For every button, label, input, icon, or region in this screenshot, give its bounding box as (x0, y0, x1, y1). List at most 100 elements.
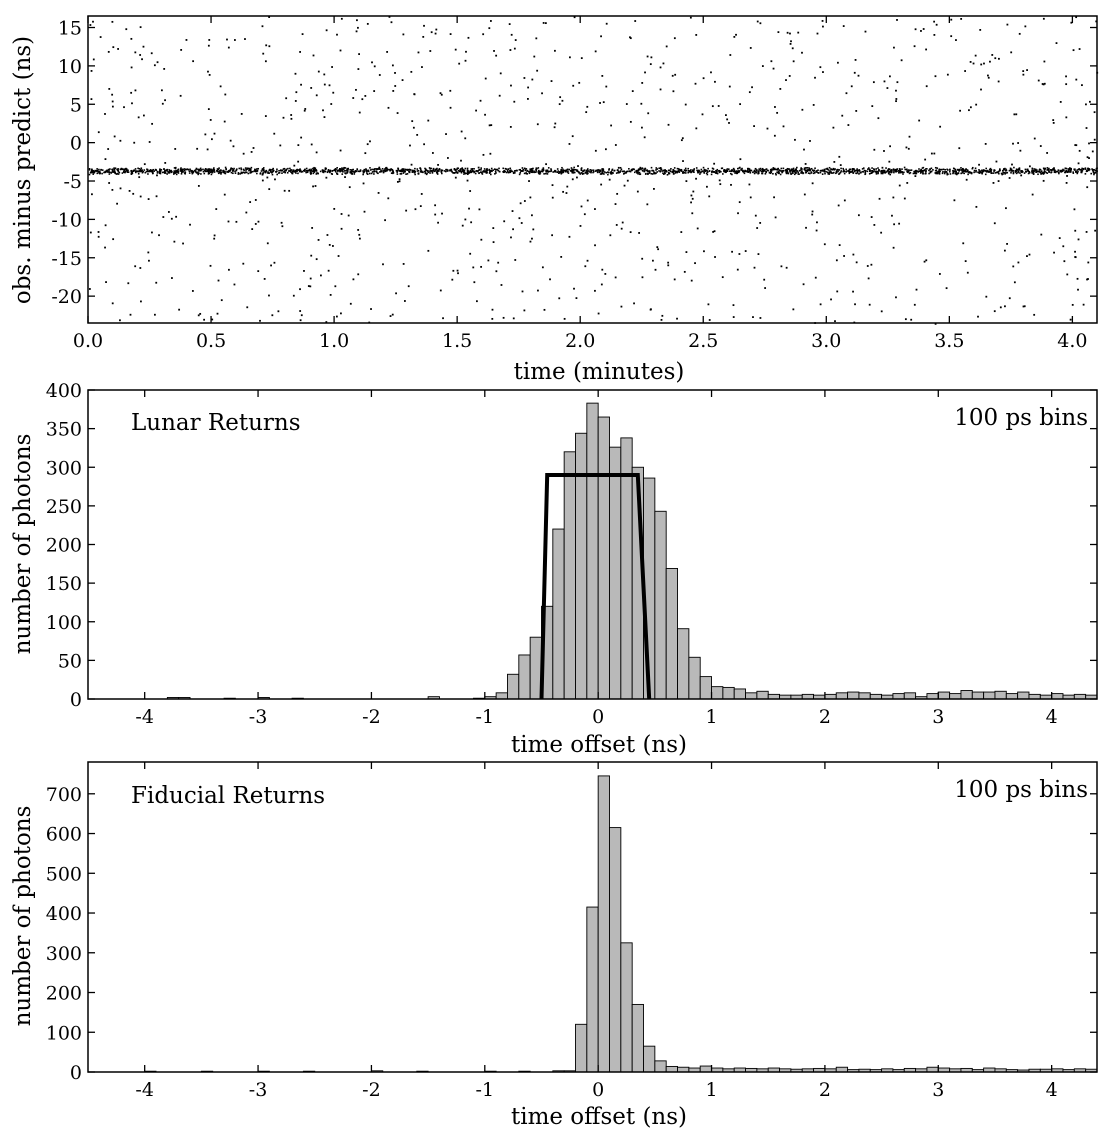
background-point (452, 269, 455, 272)
background-point (819, 303, 822, 306)
signal-point (295, 172, 297, 174)
background-point (301, 33, 304, 36)
background-point (620, 305, 623, 308)
fiducial-x-tick-label: -3 (249, 1079, 268, 1101)
signal-point (938, 169, 940, 171)
signal-point (687, 167, 690, 170)
signal-point (1057, 171, 1060, 174)
signal-point (855, 172, 857, 175)
signal-point (546, 173, 549, 175)
background-point (297, 160, 300, 163)
signal-point (139, 169, 142, 171)
signal-point (920, 168, 922, 171)
signal-point (478, 169, 480, 172)
signal-point (414, 171, 417, 173)
signal-point (156, 172, 159, 174)
signal-point (299, 169, 301, 171)
signal-point (482, 171, 484, 173)
signal-point (827, 169, 830, 171)
signal-point (198, 168, 201, 171)
signal-point (226, 171, 228, 173)
signal-point (888, 172, 890, 175)
signal-point (907, 170, 910, 173)
signal-point (341, 167, 343, 169)
background-point (143, 163, 146, 166)
signal-point (611, 168, 614, 171)
background-point (509, 126, 512, 128)
background-point (189, 223, 191, 226)
background-point (610, 124, 613, 127)
signal-point (269, 168, 271, 171)
background-point (759, 222, 762, 224)
signal-point (1077, 168, 1080, 171)
lunar-x-tick-label: 3 (932, 706, 944, 728)
signal-point (278, 169, 280, 172)
signal-point (243, 171, 245, 174)
background-point (405, 209, 408, 212)
background-point (156, 61, 159, 64)
signal-point (658, 167, 661, 170)
signal-point (498, 170, 501, 173)
background-point (689, 16, 692, 19)
signal-point (1034, 168, 1037, 171)
signal-point (199, 167, 202, 170)
background-point (529, 196, 532, 199)
signal-point (1094, 171, 1097, 174)
signal-point (742, 169, 744, 172)
signal-point (1093, 169, 1096, 171)
signal-point (291, 170, 294, 173)
background-point (413, 93, 416, 96)
signal-point (139, 170, 142, 172)
signal-point (177, 172, 180, 174)
signal-point (787, 172, 789, 174)
background-point (1024, 25, 1027, 28)
background-point (933, 34, 936, 36)
background-point (175, 215, 178, 218)
signal-point (373, 173, 375, 175)
background-point (442, 317, 444, 320)
signal-point (367, 170, 370, 173)
background-point (326, 234, 329, 236)
signal-point (934, 166, 937, 169)
signal-point (645, 172, 647, 175)
signal-point (838, 172, 841, 175)
signal-point (823, 168, 826, 171)
signal-point (852, 168, 855, 171)
background-point (290, 117, 293, 120)
background-point (780, 265, 783, 268)
background-point (203, 318, 206, 321)
lunar-y-tick-label: 200 (46, 535, 82, 557)
signal-point (312, 167, 314, 170)
signal-point (436, 170, 439, 172)
signal-point (840, 167, 842, 170)
background-point (1081, 84, 1083, 87)
signal-point (175, 173, 178, 176)
fiducial-x-tick-label: -1 (476, 1079, 495, 1101)
background-point (553, 126, 556, 129)
fiducial-x-tick-label: 1 (705, 1079, 717, 1101)
signal-point (522, 170, 524, 172)
background-point (960, 17, 963, 20)
signal-point (512, 172, 515, 175)
signal-point (901, 171, 904, 173)
signal-point (1013, 166, 1015, 169)
background-point (895, 98, 898, 100)
background-point (558, 297, 561, 300)
signal-point (249, 172, 251, 174)
background-point (423, 24, 425, 27)
signal-point (638, 168, 641, 171)
background-point (907, 147, 910, 150)
signal-point (662, 169, 665, 172)
signal-point (623, 172, 626, 175)
signal-point (548, 170, 551, 173)
signal-point (142, 170, 145, 173)
background-point (1040, 172, 1043, 175)
background-point (964, 260, 967, 263)
signal-point (241, 171, 244, 174)
lunar-bar (835, 692, 849, 700)
background-point (536, 69, 539, 72)
signal-point (672, 170, 675, 172)
signal-point (432, 169, 434, 172)
signal-point (196, 172, 198, 174)
background-point (1093, 111, 1096, 114)
